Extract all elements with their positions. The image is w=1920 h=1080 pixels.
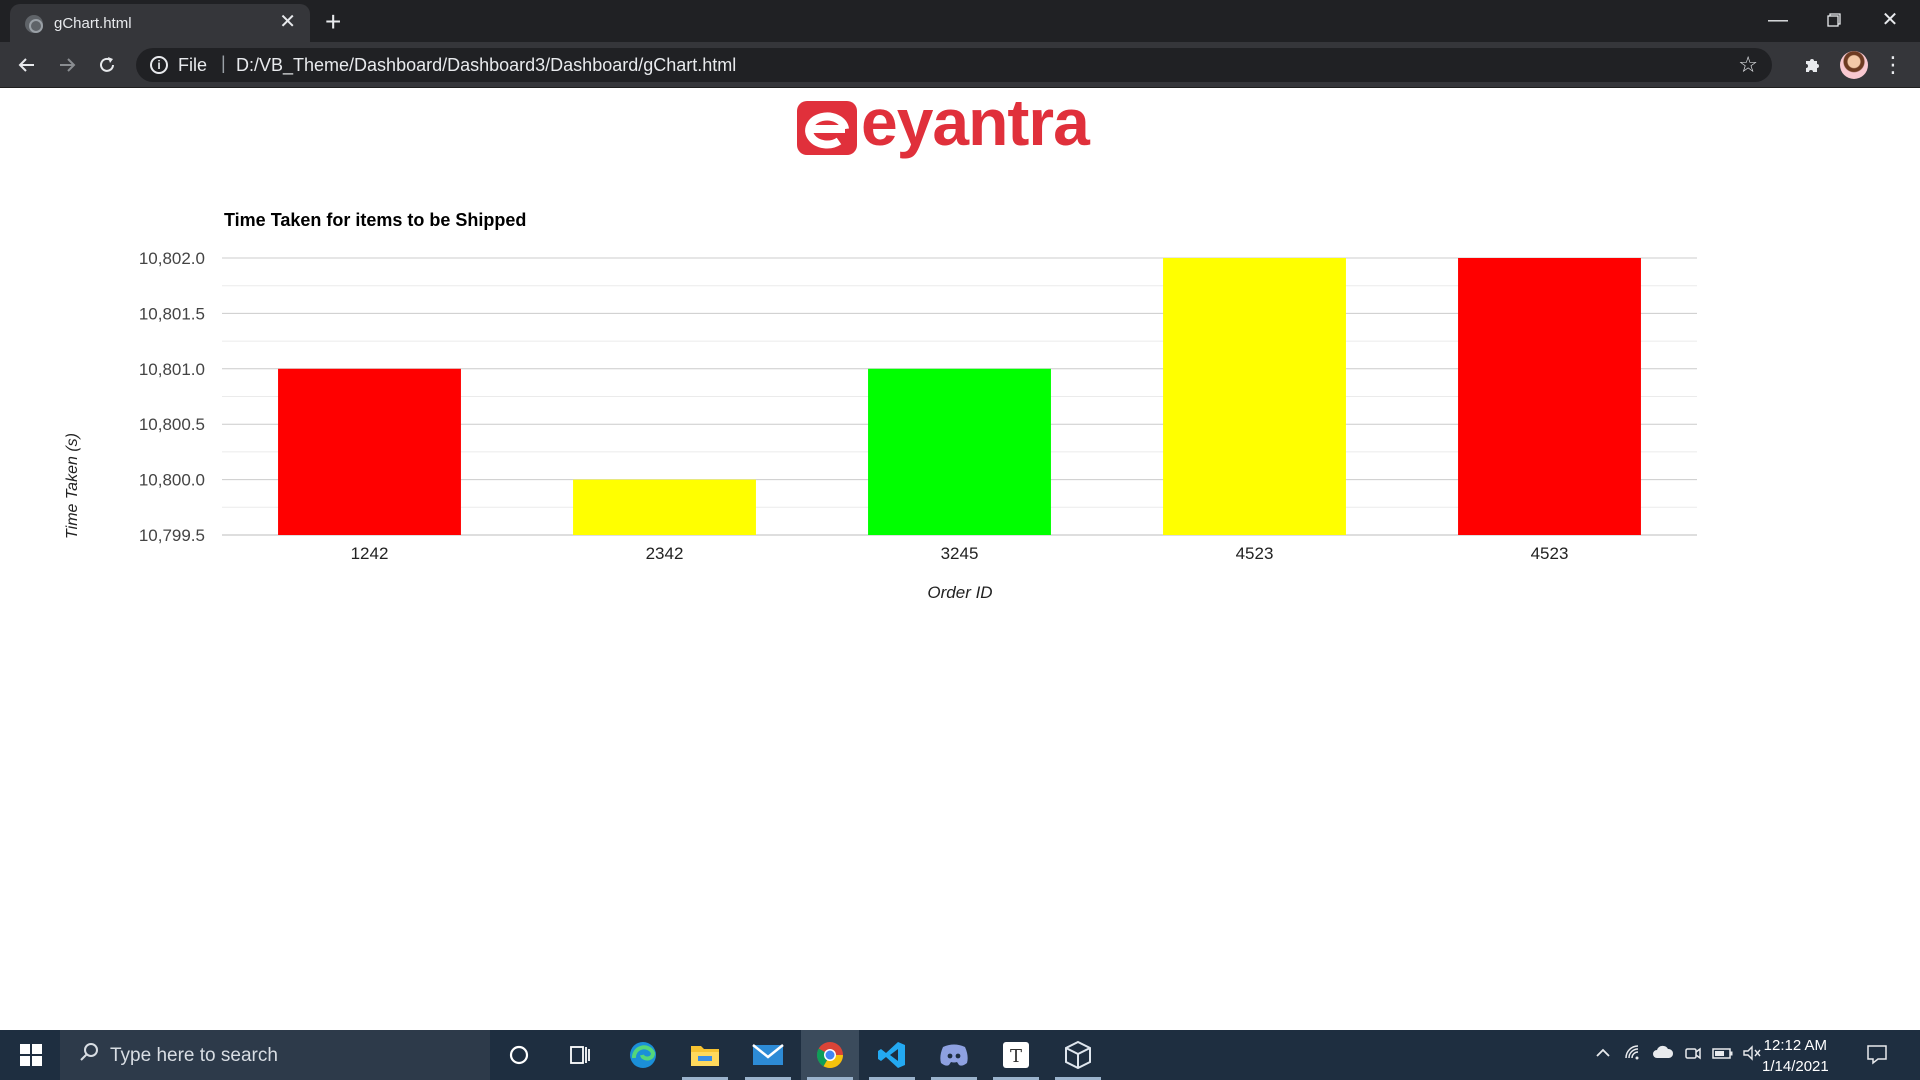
cortana-icon[interactable] — [490, 1030, 548, 1080]
task-view-icon[interactable] — [551, 1030, 609, 1080]
mail-icon[interactable] — [739, 1030, 797, 1080]
address-bar[interactable]: i File | D:/VB_Theme/Dashboard/Dashboard… — [136, 48, 1772, 82]
arrow-left-icon — [18, 58, 34, 72]
reload-icon — [100, 57, 114, 72]
tab-close-icon[interactable]: ✕ — [279, 11, 296, 33]
notification-center-icon[interactable] — [1866, 1043, 1888, 1070]
globe-icon — [25, 15, 43, 33]
url-text[interactable]: D:/VB_Theme/Dashboard/Dashboard3/Dashboa… — [236, 55, 737, 75]
x-axis-ticks: 1242 2342 3245 4523 4523 — [351, 544, 1569, 563]
edge-icon[interactable] — [614, 1030, 672, 1080]
minimize-window-icon[interactable]: — — [1768, 9, 1788, 31]
bar[interactable] — [868, 368, 1051, 535]
svg-text:T: T — [1010, 1046, 1022, 1067]
bar-chart: Time Taken for items to be Shipped 10,79… — [64, 210, 1697, 602]
chart-title: Time Taken for items to be Shipped — [224, 210, 526, 230]
browser-title-bar: gChart.html ✕ + — ✕ — [0, 0, 1920, 42]
battery-icon[interactable] — [1712, 1044, 1734, 1067]
x-tick-label: 3245 — [941, 544, 979, 563]
bar[interactable] — [1163, 258, 1346, 535]
arrow-right-icon — [60, 58, 76, 72]
puzzle-icon[interactable] — [1797, 50, 1827, 80]
virtualbox-icon[interactable] — [1049, 1030, 1107, 1080]
new-tab-button[interactable]: + — [325, 6, 342, 37]
discord-icon[interactable] — [925, 1030, 983, 1080]
logo-text: eyantra — [861, 93, 1091, 159]
start-button[interactable] — [0, 1030, 60, 1080]
y-tick-label: 10,800.0 — [139, 471, 205, 490]
back-button[interactable] — [12, 50, 42, 80]
search-placeholder: Type here to search — [110, 1045, 278, 1066]
volume-muted-icon[interactable] — [1742, 1044, 1762, 1067]
kebab-menu-icon[interactable]: ⋮ — [1882, 52, 1904, 77]
y-tick-label: 10,800.5 — [139, 415, 205, 434]
search-icon — [80, 1043, 98, 1061]
scheme-separator: | — [221, 53, 226, 73]
browser-tab[interactable]: gChart.html ✕ — [10, 4, 310, 42]
chrome-icon[interactable] — [801, 1030, 859, 1080]
x-axis-label: Order ID — [927, 583, 992, 602]
clock-date: 1/14/2021 — [1762, 1058, 1829, 1075]
y-tick-label: 10,799.5 — [139, 526, 205, 545]
close-window-icon[interactable]: ✕ — [1881, 9, 1899, 31]
x-tick-label: 1242 — [351, 544, 389, 563]
y-axis-ticks: 10,799.5 10,800.0 10,800.5 10,801.0 10,801.5… — [139, 249, 205, 545]
x-tick-label: 4523 — [1531, 544, 1569, 563]
windows-taskbar: Type here to search T — [0, 1030, 1920, 1080]
reload-button[interactable] — [92, 50, 122, 80]
tab-title: gChart.html — [54, 15, 132, 32]
x-tick-label: 4523 — [1236, 544, 1274, 563]
chevron-up-icon[interactable] — [1594, 1044, 1612, 1067]
wifi-icon[interactable] — [1624, 1044, 1644, 1067]
vscode-icon[interactable] — [863, 1030, 921, 1080]
bar[interactable] — [573, 479, 756, 535]
onedrive-icon[interactable] — [1652, 1044, 1674, 1065]
y-axis-label: Time Taken (s) — [64, 433, 81, 539]
forward-button[interactable] — [52, 50, 82, 80]
taskbar-search-input[interactable]: Type here to search — [60, 1030, 490, 1080]
x-tick-label: 2342 — [646, 544, 684, 563]
typora-icon[interactable]: T — [987, 1030, 1045, 1080]
bar[interactable] — [1458, 258, 1641, 535]
y-tick-label: 10,801.0 — [139, 360, 205, 379]
bar[interactable] — [278, 368, 461, 535]
eyantra-logo: eyantra — [797, 93, 1092, 159]
y-tick-label: 10,802.0 — [139, 249, 205, 268]
avatar[interactable] — [1840, 51, 1868, 79]
restore-window-icon[interactable] — [1806, 0, 1862, 42]
file-explorer-icon[interactable] — [676, 1030, 734, 1080]
scheme-label: File — [178, 55, 208, 75]
windows-logo-icon — [20, 1044, 42, 1066]
meet-now-icon[interactable] — [1684, 1044, 1702, 1067]
clock-time: 12:12 AM — [1763, 1037, 1828, 1054]
y-tick-label: 10,801.5 — [139, 304, 205, 323]
browser-toolbar: i File | D:/VB_Theme/Dashboard/Dashboard… — [0, 42, 1920, 88]
system-clock[interactable]: 12:12 AM 1/14/2021 — [1762, 1035, 1829, 1077]
page-content: eyantra Time Taken for items to be Shipp… — [0, 89, 1920, 1029]
chart-bars — [278, 258, 1641, 535]
info-icon[interactable]: i — [150, 56, 168, 74]
star-icon[interactable]: ☆ — [1738, 52, 1758, 77]
